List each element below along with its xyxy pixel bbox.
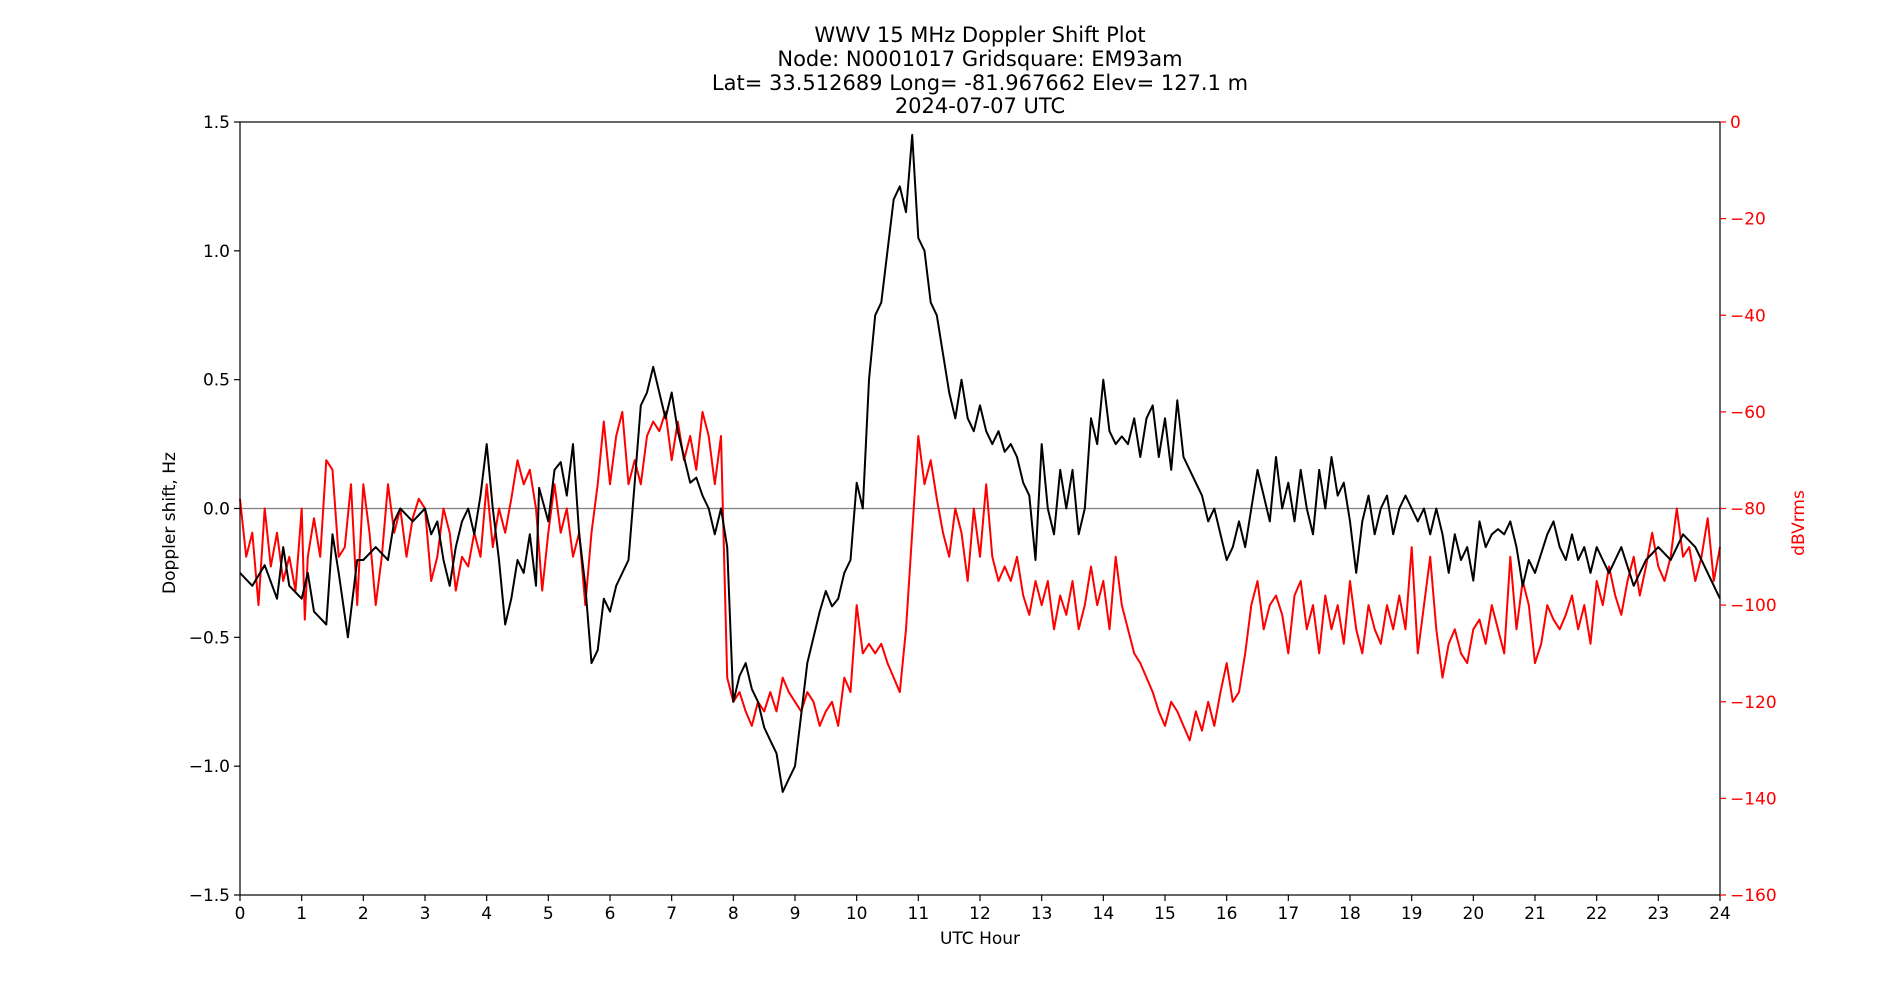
y-right-tick-label: −100	[1730, 596, 1777, 616]
x-tick-label: 7	[666, 904, 677, 924]
x-tick-label: 1	[296, 904, 307, 924]
y-left-axis-title: Doppler shift, Hz	[160, 452, 180, 594]
x-tick-label: 4	[481, 904, 492, 924]
x-tick-label: 19	[1401, 904, 1423, 924]
x-tick-label: 24	[1709, 904, 1731, 924]
y-right-tick-label: −40	[1730, 306, 1766, 326]
x-tick-label: 22	[1586, 904, 1608, 924]
title-line-4: 2024-07-07 UTC	[895, 94, 1065, 118]
x-tick-label: 10	[846, 904, 868, 924]
x-tick-label: 18	[1339, 904, 1361, 924]
x-tick-label: 11	[908, 904, 930, 924]
x-tick-label: 15	[1154, 904, 1176, 924]
amplitude-series-line	[239, 410, 1721, 742]
chart-title: WWV 15 MHz Doppler Shift Plot Node: N000…	[712, 23, 1248, 118]
x-tick-label: 0	[235, 904, 246, 924]
y-left-tick-label: −1.5	[189, 886, 230, 906]
y-right-axis-title: dBVrms	[1789, 490, 1809, 556]
y-right-tick-label: −140	[1730, 789, 1777, 809]
x-tick-label: 5	[543, 904, 554, 924]
x-tick-label: 3	[420, 904, 431, 924]
series-lines	[239, 133, 1721, 793]
x-axis-title: UTC Hour	[940, 929, 1020, 949]
y-right-tick-label: −60	[1730, 403, 1766, 423]
x-tick-label: 2	[358, 904, 369, 924]
y-left-tick-label: 1.0	[203, 242, 230, 262]
y-right-tick-label: −80	[1730, 500, 1766, 520]
x-tick-label: 14	[1093, 904, 1115, 924]
y-right-tick-label: −20	[1730, 210, 1766, 230]
y-left-tick-label: −0.5	[189, 628, 230, 648]
x-tick-label: 13	[1031, 904, 1053, 924]
x-tick-label: 20	[1463, 904, 1485, 924]
axes: 0 1 2 3 4 5 6 7 8 9 10 11 12 13 14 15 16 17 18 19 20 21 22 23 24…	[189, 113, 1777, 924]
y-left-tick-label: 1.5	[203, 113, 230, 133]
y-right-tick-label: 0	[1730, 113, 1741, 133]
x-tick-label: 17	[1278, 904, 1300, 924]
title-line-3: Lat= 33.512689 Long= -81.967662 Elev= 12…	[712, 71, 1248, 95]
x-tick-label: 8	[728, 904, 739, 924]
y-left-tick-label: −1.0	[189, 757, 230, 777]
y-left-tick-label: 0.0	[203, 500, 230, 520]
x-tick-label: 23	[1648, 904, 1670, 924]
y-right-tick-label: −160	[1730, 886, 1777, 906]
y-right-tick-label: −120	[1730, 693, 1777, 713]
doppler-shift-series-line	[239, 133, 1721, 793]
x-tick-label: 16	[1216, 904, 1238, 924]
x-tick-label: 9	[790, 904, 801, 924]
x-tick-label: 6	[605, 904, 616, 924]
title-line-2: Node: N0001017 Gridsquare: EM93am	[777, 47, 1182, 71]
title-line-1: WWV 15 MHz Doppler Shift Plot	[814, 23, 1145, 47]
x-tick-label: 12	[969, 904, 991, 924]
x-tick-label: 21	[1524, 904, 1546, 924]
y-left-tick-label: 0.5	[203, 371, 230, 391]
